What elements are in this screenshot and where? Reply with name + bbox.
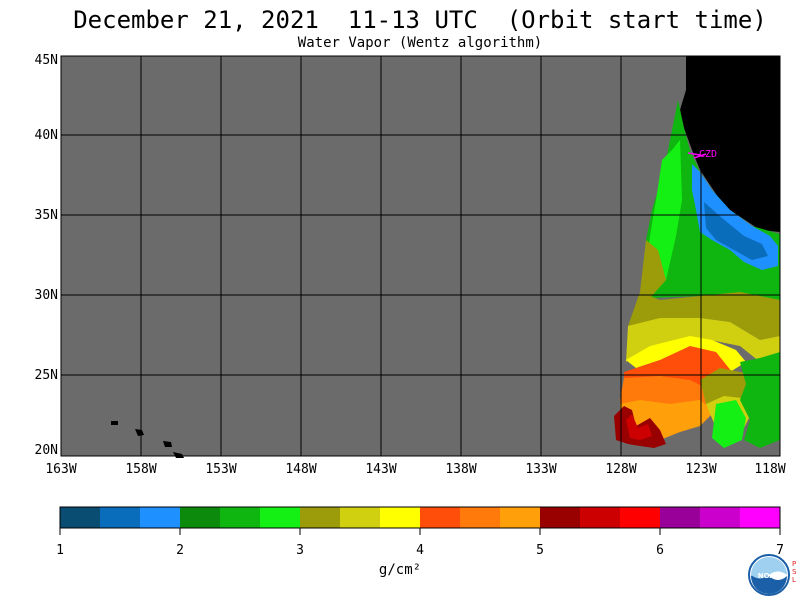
noaa-logo-icon: NOAA bbox=[748, 554, 790, 596]
lat-label-30n: 30N bbox=[34, 288, 58, 303]
graticule bbox=[61, 56, 780, 456]
lon-label-148w: 148W bbox=[285, 462, 317, 477]
lon-label-123w: 123W bbox=[685, 462, 717, 477]
lon-label-128w: 128W bbox=[605, 462, 637, 477]
lon-label-158w: 158W bbox=[125, 462, 157, 477]
colorbar-tick-2: 2 bbox=[176, 543, 184, 558]
lon-label-133w: 133W bbox=[525, 462, 557, 477]
colorbar-tick-5: 5 bbox=[536, 543, 544, 558]
colorbar-tick-1: 1 bbox=[56, 543, 64, 558]
lat-label-20n: 20N bbox=[34, 443, 58, 458]
station-marker bbox=[687, 152, 707, 159]
page-title: December 21, 2021 11-13 UTC (Orbit start… bbox=[73, 6, 767, 34]
noaa-logo-text: NOAA bbox=[758, 572, 781, 580]
colorbar-tick-7: 7 bbox=[776, 543, 784, 558]
colorbar-tick-3: 3 bbox=[296, 543, 304, 558]
lon-label-163w: 163W bbox=[45, 462, 77, 477]
lon-label-153w: 153W bbox=[205, 462, 237, 477]
lon-label-138w: 138W bbox=[445, 462, 477, 477]
water-vapor-field bbox=[614, 100, 780, 448]
page-subtitle: Water Vapor (Wentz algorithm) bbox=[297, 35, 543, 51]
land-mass bbox=[680, 56, 780, 232]
lat-label-25n: 25N bbox=[34, 368, 58, 383]
lon-label-118w: 118W bbox=[754, 462, 786, 477]
colorbar-tick-6: 6 bbox=[656, 543, 664, 558]
lat-label-40n: 40N bbox=[34, 128, 58, 143]
station-label: CZD bbox=[699, 149, 717, 160]
lat-label-45n: 45N bbox=[34, 53, 58, 68]
lon-label-143w: 143W bbox=[365, 462, 397, 477]
colorbar-tick-4: 4 bbox=[416, 543, 424, 558]
map-frame bbox=[60, 55, 781, 457]
lat-label-35n: 35N bbox=[34, 208, 58, 223]
colorbar-units: g/cm² bbox=[378, 562, 422, 578]
